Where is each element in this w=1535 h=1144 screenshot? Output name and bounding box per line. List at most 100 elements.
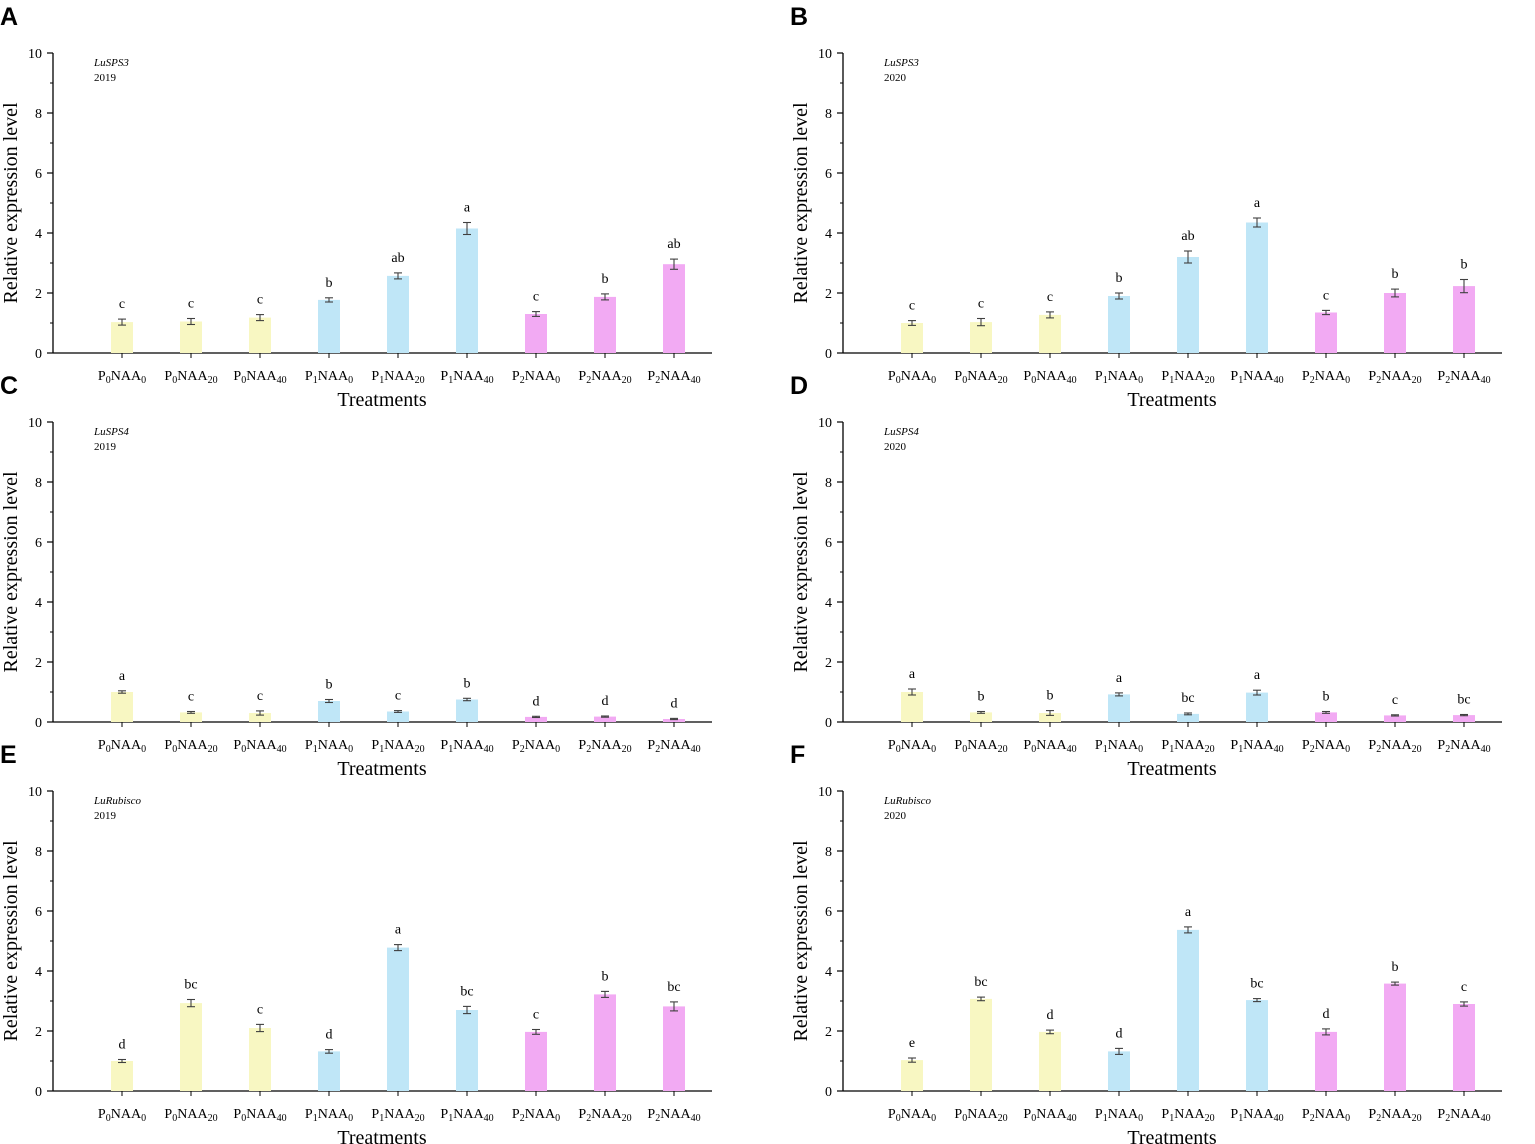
x-tick-label: P1NAA40 <box>1230 369 1283 386</box>
x-tick-label-part: NAA <box>1036 369 1067 384</box>
y-tick-label: 4 <box>825 227 832 242</box>
y-tick-label: 10 <box>28 47 42 62</box>
x-tick-label-part: NAA <box>384 369 415 384</box>
x-tick-label: P1NAA0 <box>1095 1107 1143 1124</box>
x-tick-label: P0NAA40 <box>233 1107 286 1124</box>
x-tick-label: P2NAA40 <box>1437 738 1490 755</box>
significance-letter: b <box>326 678 333 693</box>
bar <box>318 299 340 353</box>
bar <box>387 711 409 722</box>
x-tick-label-part: P <box>1302 738 1310 753</box>
x-tick-label-part: P <box>1368 1107 1376 1122</box>
x-tick-label-subscript: 0 <box>1345 1113 1350 1124</box>
x-tick-label-part: P <box>954 1107 962 1122</box>
x-tick-label: P1NAA20 <box>371 738 424 755</box>
x-tick-label-subscript: 0 <box>962 375 967 386</box>
y-axis-title: Relative expression level <box>790 840 812 1041</box>
x-tick-label-subscript: 0 <box>555 744 560 755</box>
significance-letter: a <box>395 923 402 938</box>
bar <box>1039 314 1061 353</box>
panel-letter: D <box>790 372 808 400</box>
x-tick-label-subscript: 40 <box>484 1113 494 1124</box>
panel-letter: E <box>0 741 17 769</box>
y-tick-label: 10 <box>818 416 832 431</box>
x-tick-label-part: NAA <box>246 369 277 384</box>
x-tick-label-subscript: 0 <box>1138 744 1143 755</box>
y-tick-label: 2 <box>35 1025 42 1040</box>
x-tick-label-subscript: 1 <box>379 744 384 755</box>
gene-label: LuSPS4 <box>883 426 919 438</box>
significance-letter: bc <box>460 984 473 999</box>
y-tick-label: 6 <box>825 536 832 551</box>
bar <box>111 692 133 722</box>
x-tick-label-subscript: 0 <box>1031 744 1036 755</box>
bar <box>1453 715 1475 722</box>
x-tick-label-part: NAA <box>525 738 556 753</box>
x-tick-label-part: P <box>1023 1107 1031 1122</box>
significance-letter: ab <box>391 251 404 266</box>
bar <box>180 1003 202 1091</box>
x-tick-label-subscript: 0 <box>1345 375 1350 386</box>
x-tick-label: P0NAA0 <box>98 1107 146 1124</box>
x-tick-label-subscript: 1 <box>1238 375 1243 386</box>
x-tick-label-part: NAA <box>901 1107 932 1122</box>
x-tick-label-subscript: 2 <box>586 1113 591 1124</box>
significance-letter: b <box>1392 267 1399 282</box>
x-tick-label-subscript: 40 <box>277 744 287 755</box>
x-tick-label-subscript: 2 <box>586 375 591 386</box>
x-tick-label-part: NAA <box>525 1107 556 1122</box>
x-tick-label-part: P <box>1230 738 1238 753</box>
x-axis-title: Treatments <box>1127 1127 1216 1144</box>
y-tick-label: 6 <box>825 167 832 182</box>
x-axis-title: Treatments <box>337 758 426 780</box>
x-tick-label-part: P <box>1437 369 1445 384</box>
x-tick-label: P1NAA40 <box>1230 1107 1283 1124</box>
significance-letter: c <box>188 297 194 312</box>
x-tick-label-subscript: 0 <box>962 1113 967 1124</box>
x-tick-label-subscript: 40 <box>277 375 287 386</box>
y-tick-label: 6 <box>825 905 832 920</box>
x-tick-label-part: P <box>1095 369 1103 384</box>
significance-letter: d <box>1323 1007 1330 1022</box>
x-tick-label: P1NAA0 <box>305 738 353 755</box>
x-tick-label: P0NAA20 <box>954 369 1007 386</box>
x-tick-label-part: P <box>305 369 313 384</box>
bar <box>1315 1031 1337 1091</box>
significance-letter: a <box>1185 905 1192 920</box>
x-tick-label-subscript: 0 <box>931 1113 936 1124</box>
x-tick-label-subscript: 1 <box>313 375 318 386</box>
x-tick-label-part: NAA <box>901 738 932 753</box>
significance-letter: d <box>1116 1026 1123 1041</box>
x-tick-label-part: NAA <box>525 369 556 384</box>
x-tick-label-part: P <box>98 738 106 753</box>
bar <box>1108 694 1130 722</box>
x-tick-label-subscript: 2 <box>1310 375 1315 386</box>
x-tick-label-part: NAA <box>660 369 691 384</box>
x-tick-label-part: P <box>233 738 241 753</box>
x-tick-label: P1NAA0 <box>305 1107 353 1124</box>
x-tick-label-subscript: 0 <box>141 744 146 755</box>
gene-label: LuSPS4 <box>93 426 129 438</box>
y-tick-label: 8 <box>35 845 42 860</box>
x-tick-label-part: P <box>888 738 896 753</box>
x-tick-label-part: NAA <box>901 369 932 384</box>
y-tick-label: 10 <box>818 785 832 800</box>
x-tick-label-subscript: 1 <box>1169 375 1174 386</box>
panel-letter: C <box>0 372 18 400</box>
x-tick-label-part: NAA <box>591 738 622 753</box>
x-tick-label-part: NAA <box>1036 1107 1067 1122</box>
x-tick-label: P2NAA40 <box>647 369 700 386</box>
x-tick-label-subscript: 2 <box>1445 1113 1450 1124</box>
x-tick-label-part: NAA <box>660 738 691 753</box>
bar <box>1177 257 1199 353</box>
x-tick-label-subscript: 20 <box>1205 375 1215 386</box>
significance-letter: b <box>978 690 985 705</box>
significance-letter: b <box>602 272 609 287</box>
significance-letter: c <box>533 290 539 305</box>
y-tick-label: 4 <box>35 596 42 611</box>
x-tick-label-part: NAA <box>384 1107 415 1122</box>
x-tick-label-subscript: 40 <box>691 1113 701 1124</box>
y-tick-label: 2 <box>35 287 42 302</box>
